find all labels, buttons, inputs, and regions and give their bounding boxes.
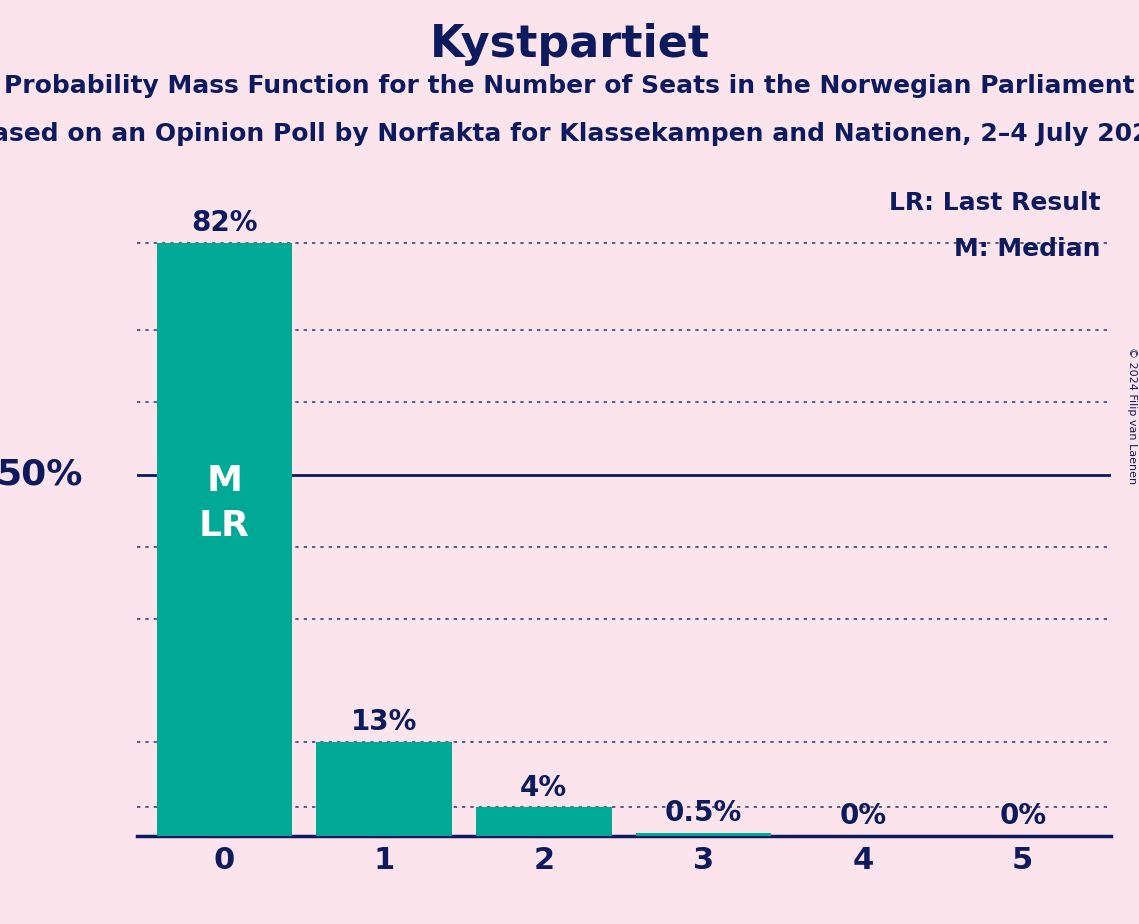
Text: M: Median: M: Median: [954, 237, 1100, 261]
Text: Kystpartiet: Kystpartiet: [429, 23, 710, 67]
Text: Based on an Opinion Poll by Norfakta for Klassekampen and Nationen, 2–4 July 202: Based on an Opinion Poll by Norfakta for…: [0, 122, 1139, 146]
Text: 4%: 4%: [521, 773, 567, 801]
Bar: [317, 742, 452, 836]
Text: M
LR: M LR: [199, 464, 249, 543]
Text: 0.5%: 0.5%: [665, 799, 741, 827]
Text: 0%: 0%: [999, 802, 1047, 831]
Text: © 2024 Filip van Laenen: © 2024 Filip van Laenen: [1126, 347, 1137, 484]
Text: 0%: 0%: [839, 802, 886, 831]
Text: 50%: 50%: [0, 457, 82, 492]
Bar: [157, 243, 293, 836]
Bar: [476, 808, 612, 836]
Text: LR: Last Result: LR: Last Result: [890, 191, 1100, 215]
Bar: [636, 833, 771, 836]
Text: 13%: 13%: [351, 709, 417, 736]
Text: Probability Mass Function for the Number of Seats in the Norwegian Parliament: Probability Mass Function for the Number…: [5, 74, 1134, 98]
Text: 82%: 82%: [191, 210, 257, 237]
